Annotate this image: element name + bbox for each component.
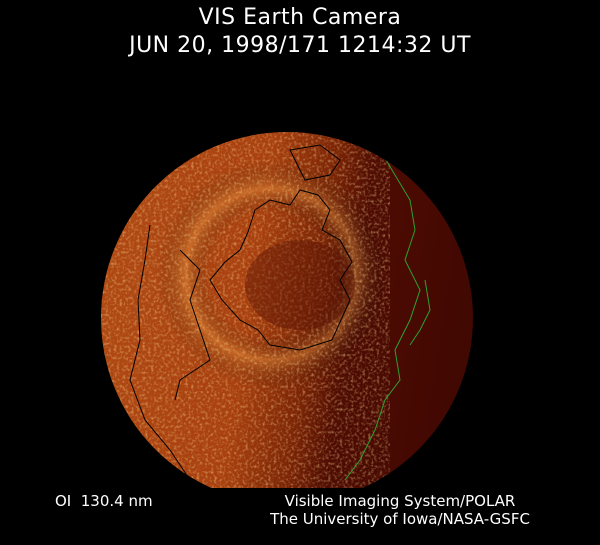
day-coastline — [209, 189, 353, 351]
image-timestamp: JUN 20, 1998/171 1214:32 UT — [129, 33, 471, 58]
image-title: VIS Earth Camera — [198, 5, 402, 30]
instrument-label: Visible Imaging System/POLAR — [284, 492, 516, 510]
institution-label: The University of Iowa/NASA-GSFC — [270, 510, 530, 528]
wavelength-label: OI 130.4 nm — [55, 492, 153, 510]
night-coastline — [344, 149, 421, 481]
credits: Visible Imaging System/POLAR The Univers… — [250, 492, 550, 528]
